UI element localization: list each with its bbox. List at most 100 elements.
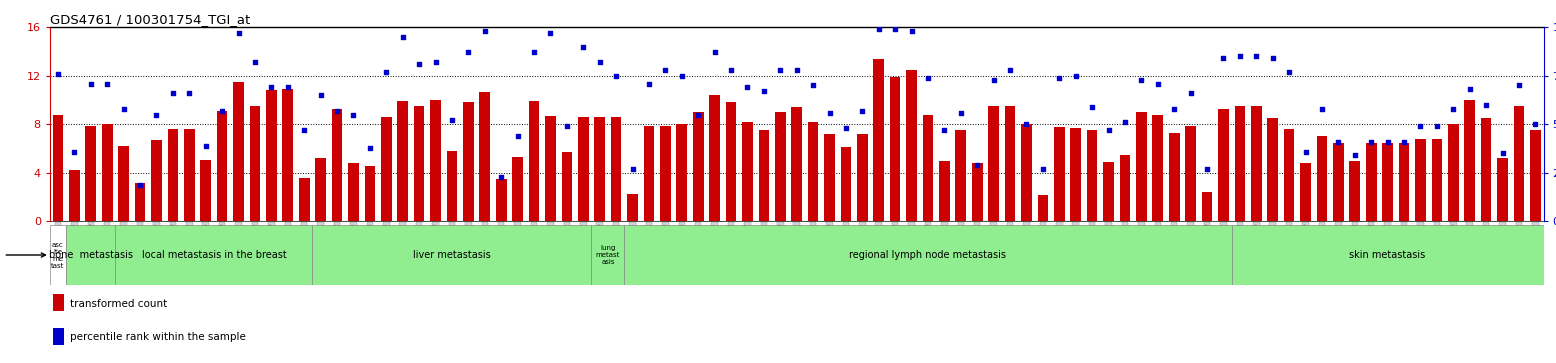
Bar (101, 124, 112, 221)
Bar (53, 115, 64, 221)
Bar (742, 122, 753, 221)
Bar (1218, 109, 1229, 221)
Bar (873, 59, 884, 221)
Bar (1514, 106, 1525, 221)
Point (686, 112, 711, 118)
Bar (591, 225, 624, 285)
Point (341, 112, 366, 118)
Bar (68, 171, 79, 221)
Point (965, 162, 990, 168)
Point (62, 148, 87, 154)
Bar (1481, 118, 1492, 221)
Point (391, 34, 415, 40)
Point (275, 85, 300, 90)
Text: skin metastasis: skin metastasis (1349, 250, 1425, 260)
Point (882, 26, 907, 32)
Point (358, 145, 383, 151)
Text: lung
metast
asis: lung metast asis (596, 245, 621, 265)
Point (554, 123, 579, 129)
Bar (792, 107, 801, 221)
Bar (135, 183, 145, 221)
Point (1276, 69, 1301, 75)
Point (1145, 81, 1170, 86)
Point (1113, 119, 1137, 125)
Point (571, 44, 596, 49)
Text: local metastasis in the breast: local metastasis in the breast (142, 250, 286, 260)
Bar (1021, 124, 1032, 221)
Point (193, 143, 218, 148)
Point (78, 81, 103, 86)
Point (325, 108, 350, 114)
Bar (1497, 158, 1508, 221)
Point (867, 26, 892, 32)
Bar (840, 147, 851, 221)
Bar (627, 193, 638, 221)
Point (439, 118, 464, 123)
Point (456, 50, 481, 56)
Point (948, 110, 972, 115)
Point (1326, 139, 1351, 145)
Bar (808, 122, 818, 221)
Bar (299, 178, 310, 221)
Point (784, 67, 809, 73)
Bar (1316, 136, 1327, 221)
Bar (624, 225, 1232, 285)
Point (1408, 123, 1433, 129)
Point (1458, 86, 1483, 92)
Point (654, 67, 678, 73)
Bar (1038, 195, 1049, 221)
Bar (381, 117, 392, 221)
Point (1424, 123, 1449, 129)
Point (1391, 139, 1416, 145)
Bar (1103, 162, 1114, 221)
Bar (349, 163, 359, 221)
Point (1474, 102, 1498, 108)
Text: GDS4761 / 100301754_TGI_at: GDS4761 / 100301754_TGI_at (50, 13, 251, 26)
Bar (464, 102, 473, 221)
Point (406, 61, 431, 67)
Point (997, 67, 1022, 73)
Point (226, 30, 251, 36)
Point (1260, 56, 1285, 61)
Bar (201, 159, 212, 221)
Bar (316, 158, 325, 221)
Bar (1530, 130, 1540, 221)
Point (160, 90, 185, 96)
Point (587, 59, 612, 65)
Bar (1382, 143, 1393, 221)
Point (1015, 121, 1039, 127)
Point (932, 127, 957, 133)
Point (1211, 56, 1235, 61)
Bar (1301, 163, 1310, 221)
Bar (923, 115, 934, 221)
Point (801, 82, 826, 88)
Bar (1464, 100, 1475, 221)
Text: bone  metastasis: bone metastasis (48, 250, 132, 260)
Bar (955, 130, 966, 221)
Bar (313, 225, 591, 285)
Point (145, 112, 170, 118)
Point (915, 75, 940, 81)
Bar (710, 95, 720, 221)
Bar (1153, 115, 1164, 221)
Bar (331, 109, 342, 221)
Point (1441, 106, 1466, 112)
Bar (1201, 192, 1212, 221)
Point (1293, 148, 1318, 154)
Point (734, 85, 759, 90)
Bar (266, 90, 277, 221)
Point (1030, 166, 1055, 172)
Bar (216, 111, 227, 221)
Bar (825, 134, 836, 221)
Text: regional lymph node metastasis: regional lymph node metastasis (850, 250, 1007, 260)
Bar (479, 91, 490, 221)
Bar (115, 225, 313, 285)
Bar (775, 112, 786, 221)
Bar (233, 82, 244, 221)
Point (604, 73, 629, 79)
Point (899, 28, 924, 34)
Bar (364, 166, 375, 221)
Bar (1053, 127, 1064, 221)
Point (1095, 127, 1120, 133)
Bar (249, 106, 260, 221)
